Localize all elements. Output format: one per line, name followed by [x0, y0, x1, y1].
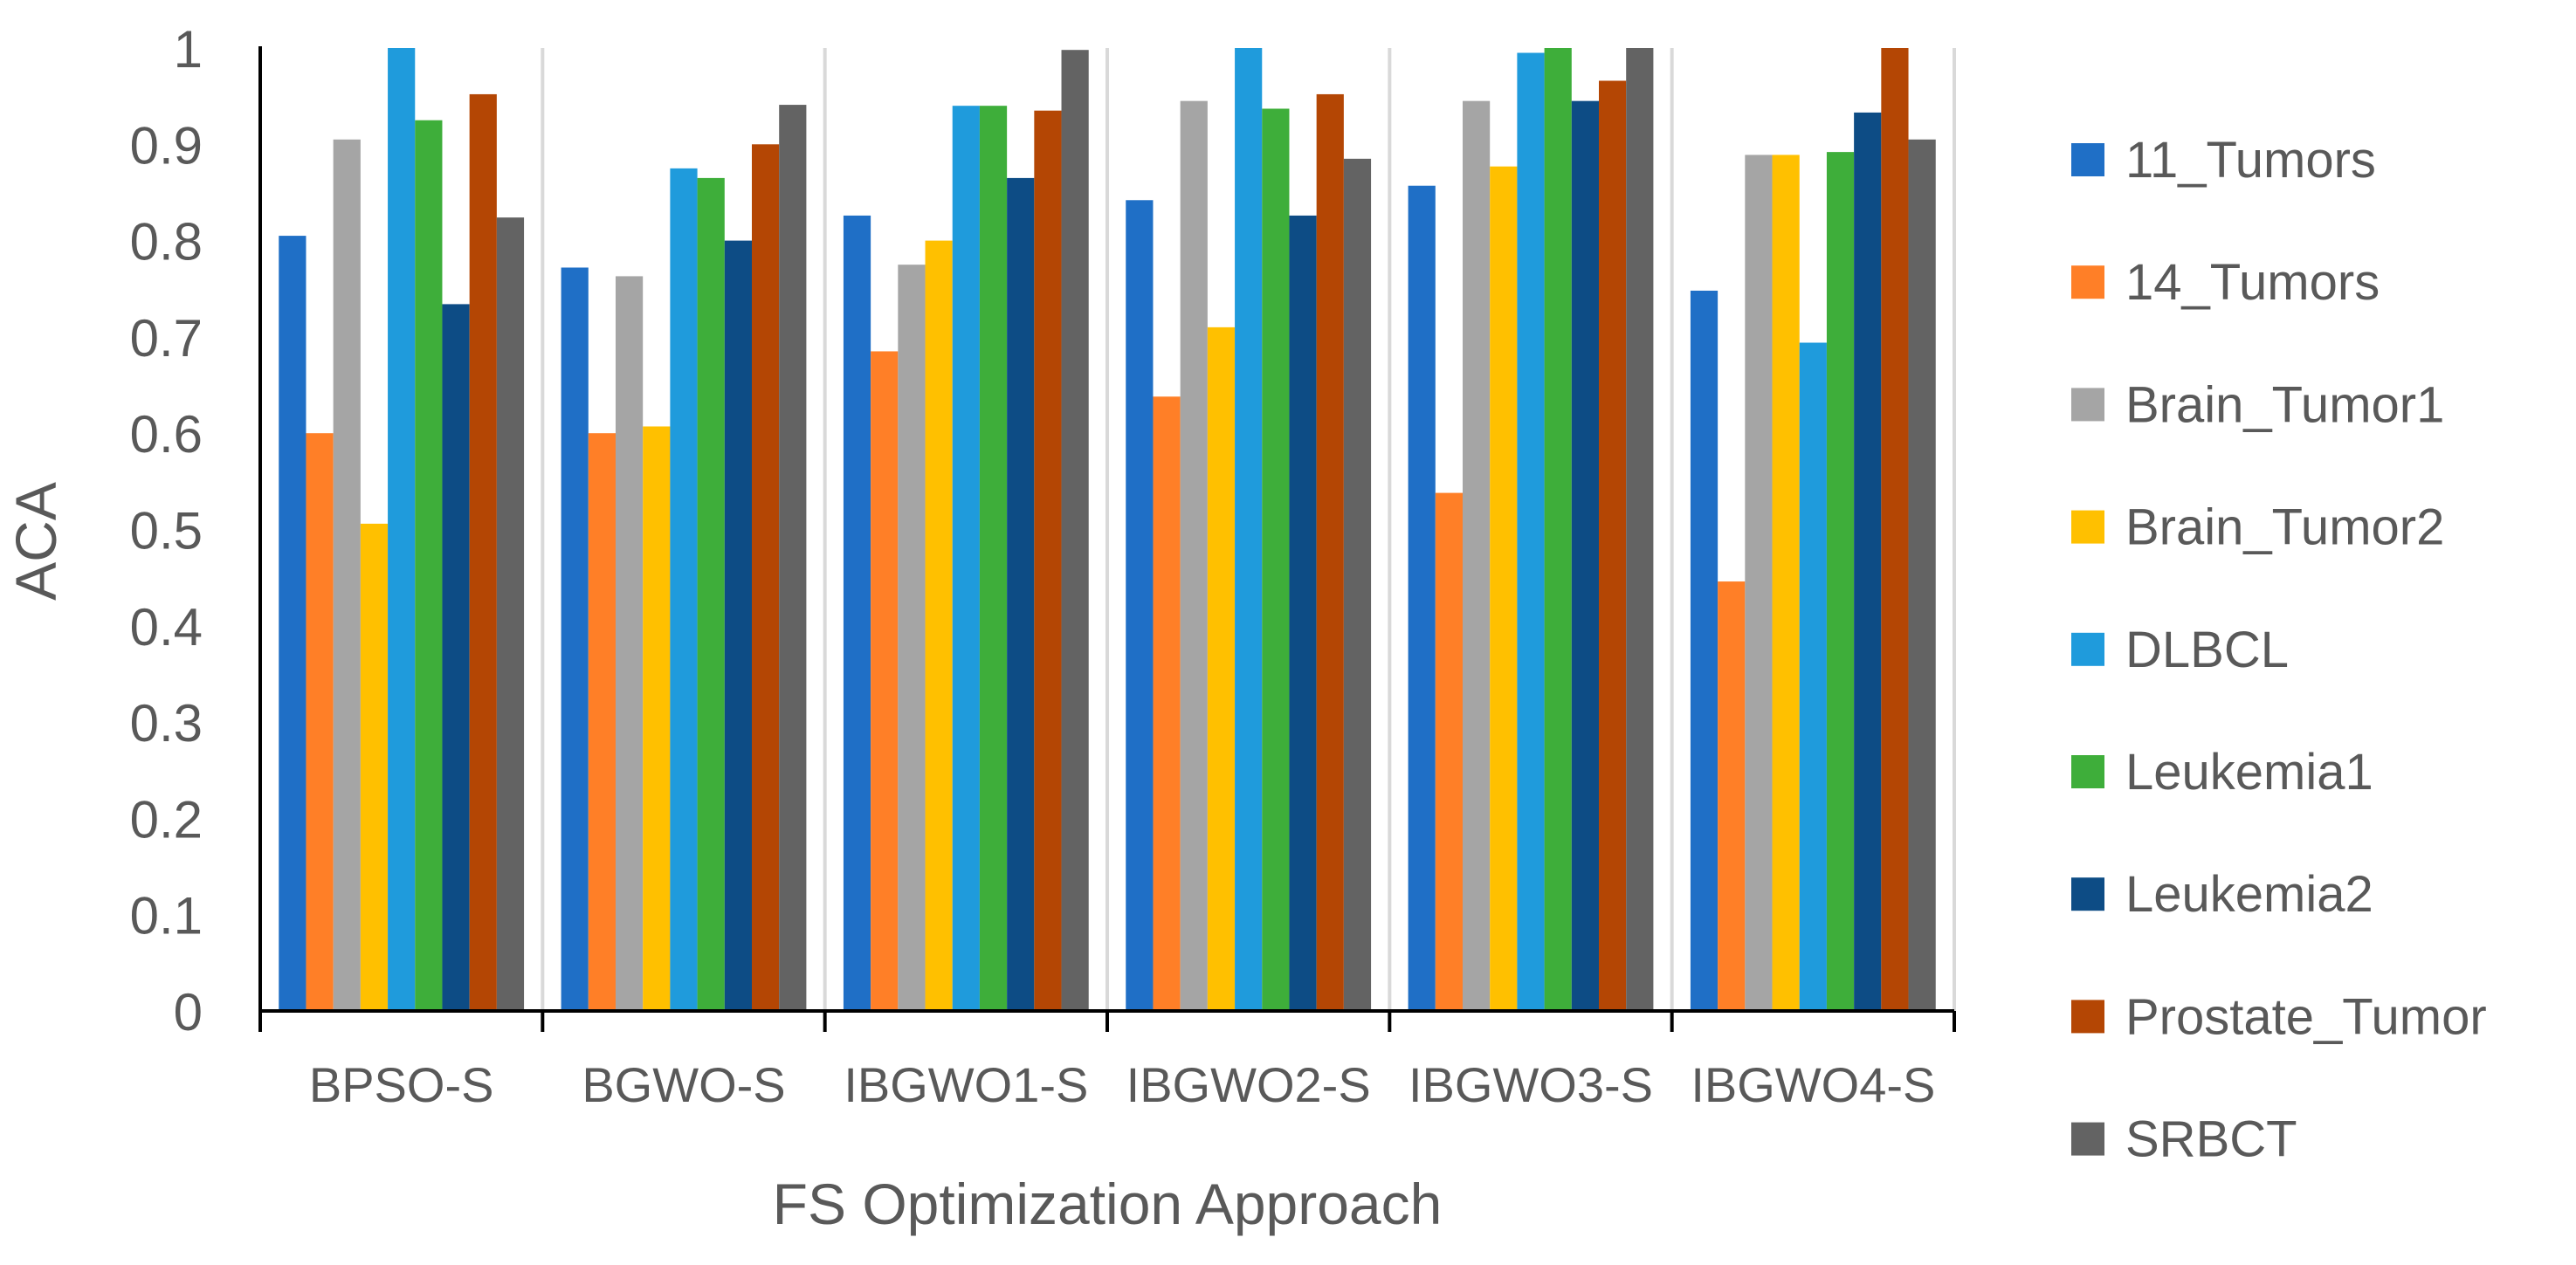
bar	[952, 106, 980, 1011]
bar	[588, 433, 616, 1011]
legend-swatch	[2071, 510, 2104, 544]
legend-label: 14_Tumors	[2125, 254, 2380, 311]
bar	[697, 177, 725, 1011]
bar	[1718, 581, 1746, 1011]
legend-swatch	[2071, 877, 2104, 911]
bar	[360, 523, 389, 1011]
legend-swatch	[2071, 388, 2104, 422]
bar	[1180, 100, 1208, 1011]
legend-label: SRBCT	[2125, 1111, 2297, 1168]
bar	[1207, 327, 1236, 1011]
legend-swatch	[2071, 1122, 2104, 1156]
legend-label: Prostate_Tumor	[2125, 988, 2487, 1045]
bar	[1908, 139, 1936, 1011]
bar	[1235, 48, 1263, 1011]
y-tick-label: 0.6	[130, 405, 203, 464]
bar	[1061, 50, 1089, 1011]
legend-swatch	[2071, 265, 2104, 299]
y-tick-label: 0.2	[130, 790, 203, 849]
bar	[1544, 48, 1572, 1011]
bar	[1316, 93, 1344, 1012]
bar	[469, 93, 497, 1012]
bar	[306, 433, 334, 1011]
x-axis-label: FS Optimization Approach	[773, 1172, 1443, 1236]
bar	[1435, 492, 1463, 1011]
bar	[442, 304, 470, 1011]
bar	[1262, 108, 1290, 1011]
bar	[898, 265, 926, 1011]
y-tick-label: 1	[174, 20, 203, 79]
x-tick-label: IBGWO1-S	[844, 1057, 1088, 1112]
legend-label: DLBCL	[2125, 622, 2289, 678]
bar	[1153, 396, 1181, 1011]
legend-swatch	[2071, 143, 2104, 176]
bar	[1772, 155, 1800, 1012]
legend-swatch	[2071, 632, 2104, 666]
x-tick-label: BPSO-S	[309, 1057, 494, 1112]
bar	[871, 351, 899, 1011]
y-tick-label: 0.1	[130, 887, 203, 945]
bar	[752, 144, 780, 1012]
bar	[843, 215, 871, 1011]
bar	[979, 106, 1008, 1011]
bar	[1034, 110, 1062, 1012]
bar	[1408, 185, 1436, 1011]
bar	[1126, 200, 1154, 1012]
legend-label: 11_Tumors	[2125, 132, 2376, 189]
bar	[643, 426, 671, 1011]
legend-label: Brain_Tumor2	[2125, 499, 2444, 556]
bar	[1826, 152, 1855, 1011]
bar	[1799, 342, 1827, 1011]
bar	[1599, 80, 1627, 1012]
y-tick-label: 0.4	[130, 598, 203, 657]
vertical-gridlines	[541, 48, 1956, 1011]
bar	[388, 48, 416, 1011]
y-tick-label: 0.8	[130, 213, 203, 272]
bar	[925, 240, 953, 1012]
legend-swatch	[2071, 1000, 2104, 1034]
bar	[1690, 290, 1718, 1011]
bar	[561, 267, 589, 1011]
legend-label: Leukemia1	[2125, 744, 2373, 801]
bar	[1517, 52, 1545, 1011]
legend: 11_Tumors 14_Tumors Brain_Tumor1 Brain_Tumo…	[2071, 132, 2487, 1168]
y-axis-label: ACA	[3, 482, 68, 601]
y-tick-label: 0.9	[130, 116, 203, 175]
bar	[779, 105, 807, 1011]
legend-swatch	[2071, 755, 2104, 788]
bar	[616, 276, 644, 1011]
bar	[1854, 112, 1882, 1011]
bar	[724, 240, 752, 1012]
bar	[670, 168, 698, 1011]
bar	[1343, 158, 1372, 1012]
bar	[1745, 155, 1773, 1012]
bar	[415, 120, 443, 1012]
y-tick-labels: 0 0.1 0.2 0.3 0.4 0.5 0.6 0.7 0.8 0.9 1	[130, 20, 203, 1042]
y-tick-label: 0.3	[130, 694, 203, 753]
bar	[1626, 48, 1654, 1011]
y-tick-label: 0.5	[130, 502, 203, 560]
legend-label: Leukemia2	[2125, 866, 2373, 923]
bar	[1571, 100, 1599, 1011]
x-tick-labels: BPSO-S BGWO-S IBGWO1-S IBGWO2-S IBGWO3-S IBGW…	[309, 1057, 1935, 1112]
bar	[1490, 166, 1518, 1011]
bar	[496, 217, 525, 1012]
x-tick-label: BGWO-S	[582, 1057, 785, 1112]
bar	[1463, 100, 1491, 1011]
bar	[1007, 177, 1035, 1011]
legend-label: Brain_Tumor1	[2125, 376, 2444, 433]
x-tick-label: IBGWO4-S	[1691, 1057, 1935, 1112]
bar	[333, 139, 361, 1011]
y-tick-label: 0	[174, 983, 203, 1042]
x-tick-label: IBGWO2-S	[1126, 1057, 1371, 1112]
x-tick-label: IBGWO3-S	[1409, 1057, 1653, 1112]
y-tick-label: 0.7	[130, 309, 203, 368]
bar	[1289, 215, 1317, 1011]
bar	[279, 236, 307, 1012]
bars	[279, 48, 1936, 1012]
bar	[1881, 48, 1909, 1011]
axes	[258, 46, 1956, 1032]
